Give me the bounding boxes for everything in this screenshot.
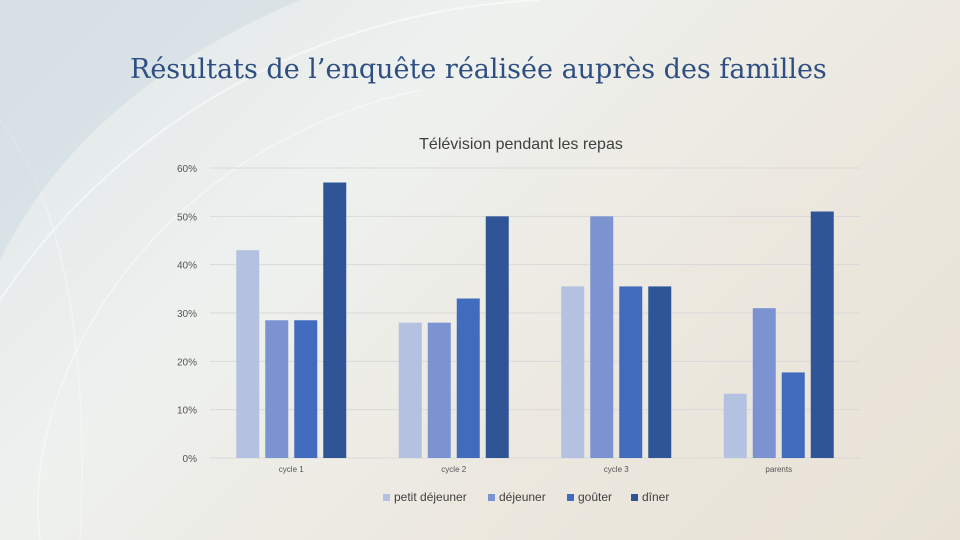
y-tick-label: 0% xyxy=(183,454,198,465)
y-tick-label: 10% xyxy=(177,406,197,417)
bars xyxy=(236,182,834,458)
bar-cycle-3-1 xyxy=(561,286,585,458)
bar-cycle-1-4 xyxy=(323,182,347,458)
chart-title: Télévision pendant les repas xyxy=(419,136,623,153)
bar-parents-4 xyxy=(810,211,834,458)
y-axis: 0% 10% 20% 30% 40% 50% 60% xyxy=(177,164,197,465)
bar-cycle-2-4 xyxy=(485,216,509,458)
legend-swatch xyxy=(383,494,390,501)
x-tick-label: cycle 3 xyxy=(604,465,629,474)
x-tick-label: parents xyxy=(765,465,792,474)
bar-cycle-1-2 xyxy=(265,320,289,458)
slide-title: Résultats de l’enquête réalisée auprès d… xyxy=(130,54,827,85)
bar-cycle-1-3 xyxy=(294,320,318,458)
legend-label: dîner xyxy=(642,490,669,504)
x-tick-label: cycle 2 xyxy=(441,465,466,474)
bar-cycle-3-2 xyxy=(590,216,614,458)
gridlines xyxy=(210,167,860,459)
bar-cycle-2-3 xyxy=(456,298,480,458)
legend-label: petit déjeuner xyxy=(394,490,467,504)
y-tick-label: 40% xyxy=(177,261,197,272)
bar-cycle-1-1 xyxy=(236,250,260,458)
y-tick-label: 60% xyxy=(177,164,197,175)
y-tick-label: 50% xyxy=(177,212,197,223)
y-tick-label: 20% xyxy=(177,357,197,368)
legend-swatch xyxy=(631,494,638,501)
bar-parents-3 xyxy=(781,372,805,458)
bar-cycle-2-2 xyxy=(427,322,451,458)
bar-parents-2 xyxy=(752,308,776,458)
legend-label: goûter xyxy=(578,490,612,504)
bar-cycle-2-1 xyxy=(398,322,422,458)
legend: petit déjeuner déjeuner goûter dîner xyxy=(383,490,669,504)
x-axis: cycle 1 cycle 2 cycle 3 parents xyxy=(279,465,792,474)
legend-swatch xyxy=(567,494,574,501)
bar-cycle-3-3 xyxy=(619,286,643,458)
bar-parents-1 xyxy=(723,393,747,458)
legend-label: déjeuner xyxy=(499,490,546,504)
bar-cycle-3-4 xyxy=(648,286,672,458)
x-tick-label: cycle 1 xyxy=(279,465,304,474)
y-tick-label: 30% xyxy=(177,309,197,320)
legend-swatch xyxy=(488,494,495,501)
